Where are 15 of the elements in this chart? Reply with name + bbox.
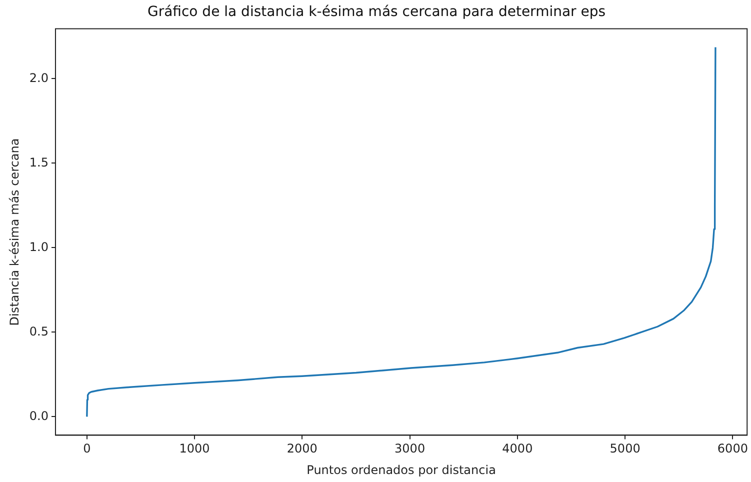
y-tick-label: 0.0 <box>29 408 48 423</box>
x-tick-label: 5000 <box>610 442 640 456</box>
x-tick-label: 4000 <box>502 442 533 456</box>
y-tick-label: 0.5 <box>29 324 48 338</box>
y-tick-label: 2.0 <box>29 70 48 85</box>
x-tick-label: 6000 <box>717 442 748 456</box>
x-tick-label: 2000 <box>286 442 318 456</box>
y-tick-label: 1.0 <box>29 240 48 254</box>
x-tick-label: 3000 <box>394 442 426 456</box>
x-tick-label: 1000 <box>179 442 210 456</box>
y-tick-label: 1.5 <box>29 155 48 170</box>
x-tick-label: 0 <box>83 442 91 456</box>
x-axis-title: Puntos ordenados por distancia <box>306 462 496 477</box>
y-axis-title: Distancia k-ésima más cercana <box>7 138 22 326</box>
chart-title: Gráfico de la distancia k-ésima más cercana para determinar eps <box>147 4 606 20</box>
